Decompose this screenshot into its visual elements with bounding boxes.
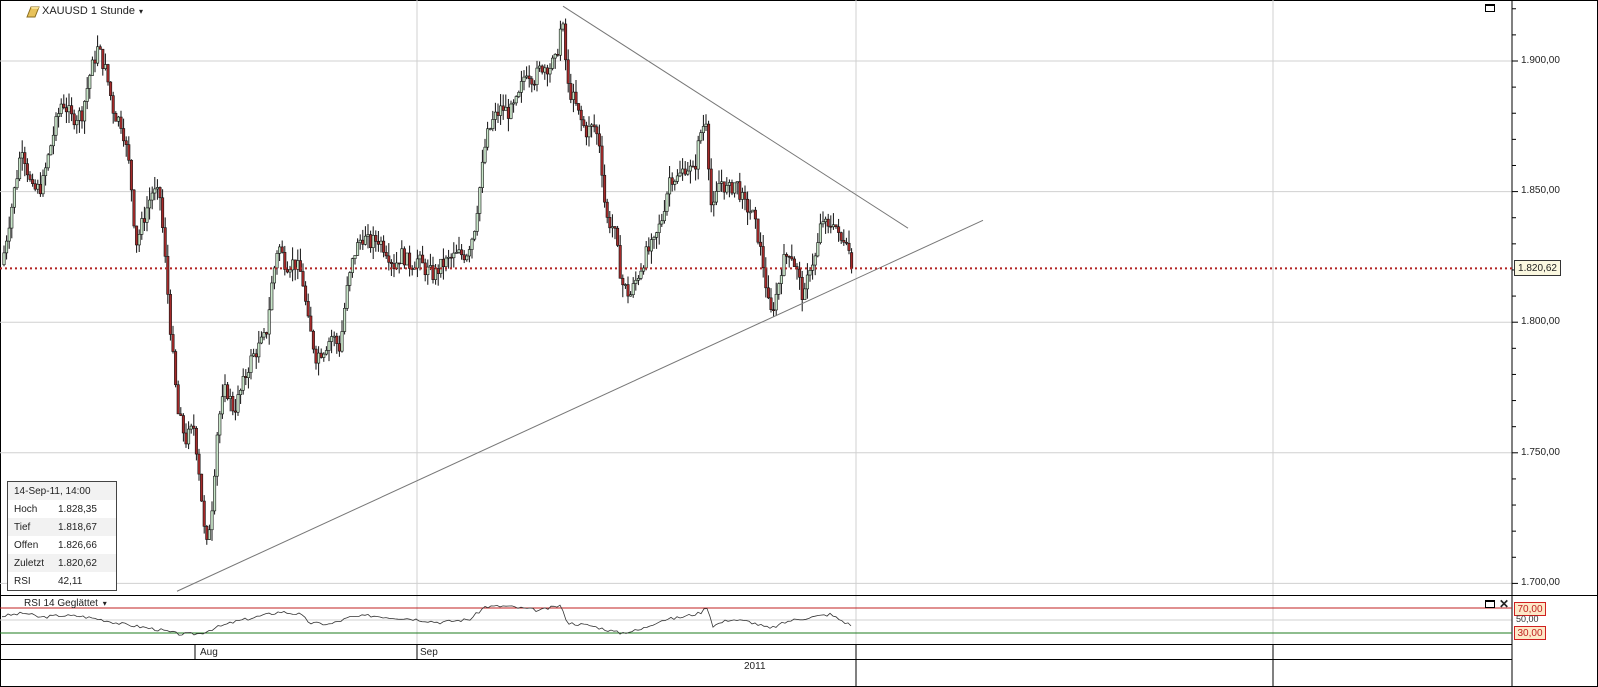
- info-key: Zuletzt: [14, 557, 45, 569]
- trendlines[interactable]: [176, 5, 984, 592]
- y-tick-1750: 1.750,00: [1521, 447, 1560, 458]
- info-row-last: Zuletzt 1.820,62: [8, 554, 116, 572]
- rsi-indicator-selector[interactable]: RSI 14 Geglättet ▾: [24, 598, 107, 609]
- x-label-year: 2011: [744, 661, 766, 672]
- maximize-rsi-icon[interactable]: [1485, 600, 1495, 608]
- dropdown-caret-icon[interactable]: ▾: [138, 6, 143, 16]
- info-key: Tief: [14, 521, 31, 533]
- y-tick-1700: 1.700,00: [1521, 577, 1560, 588]
- info-row-high: Hoch 1.828,35: [8, 500, 116, 518]
- symbol-selector[interactable]: XAUUSD 1 Stunde ▾: [26, 3, 143, 19]
- info-key: Hoch: [14, 503, 38, 515]
- dropdown-caret-icon[interactable]: ▾: [102, 599, 107, 608]
- info-datetime-value: 14-Sep-11, 14:00: [14, 485, 91, 497]
- x-label-sep: Sep: [420, 647, 438, 658]
- info-value: 1.828,35: [58, 503, 97, 515]
- bar-info-box: 14-Sep-11, 14:00 Hoch 1.828,35 Tief 1.818,…: [7, 481, 117, 591]
- grid-lines: [0, 0, 1512, 660]
- y-tick-1850: 1.850,00: [1521, 185, 1560, 196]
- symbol-title: XAUUSD 1 Stunde: [42, 5, 135, 17]
- info-value: 1.818,67: [58, 521, 97, 533]
- info-row-rsi: RSI 42,11: [8, 572, 116, 590]
- rsi-title: RSI 14 Geglättet: [24, 598, 98, 609]
- maximize-chart-icon[interactable]: [1485, 4, 1495, 12]
- rsi-mid-label: 50,00: [1516, 614, 1539, 624]
- candlestick-series: [2, 18, 854, 545]
- info-value: 42,11: [58, 575, 83, 587]
- info-value: 1.826,66: [58, 539, 97, 551]
- info-value: 1.820,62: [58, 557, 97, 569]
- x-label-aug: Aug: [200, 647, 218, 658]
- gold-bar-icon: [26, 6, 40, 17]
- info-key: RSI: [14, 575, 31, 587]
- last-price-tag: 1.820,62: [1514, 260, 1561, 276]
- info-key: Offen: [14, 539, 39, 551]
- trendline-support: [176, 219, 984, 592]
- y-tick-1900: 1.900,00: [1521, 55, 1560, 66]
- info-row-low: Tief 1.818,67: [8, 518, 116, 536]
- rsi-series: [0, 604, 1512, 636]
- info-row-open: Offen 1.826,66: [8, 536, 116, 554]
- close-rsi-icon[interactable]: ✕: [1499, 597, 1510, 611]
- rsi-lower-tag: 30,00: [1514, 626, 1546, 640]
- trendline-resistance: [562, 5, 909, 229]
- rsi-upper-tag: 70,00: [1514, 602, 1546, 616]
- y-tick-1800: 1.800,00: [1521, 316, 1560, 327]
- info-datetime: 14-Sep-11, 14:00: [8, 482, 116, 500]
